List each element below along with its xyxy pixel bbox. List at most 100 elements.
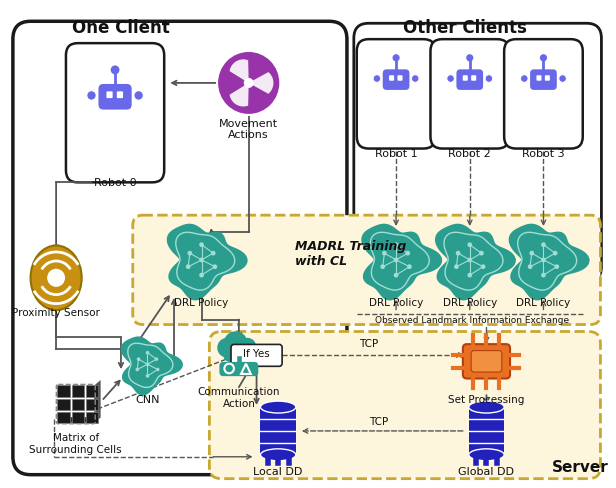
Circle shape [485,75,493,82]
FancyArrowPatch shape [103,381,120,399]
Text: Observed Landmark Information Exchange: Observed Landmark Information Exchange [375,316,569,325]
Circle shape [411,75,419,82]
Ellipse shape [31,245,82,310]
FancyArrowPatch shape [239,359,256,387]
Circle shape [244,78,254,88]
Circle shape [199,243,204,247]
FancyArrowPatch shape [484,395,488,403]
Circle shape [541,243,546,247]
Text: Communication
Action: Communication Action [198,387,280,409]
Circle shape [111,65,120,74]
Circle shape [479,251,484,256]
Circle shape [213,264,217,269]
Circle shape [146,351,149,354]
Text: Matrix of
Surrounding Cells: Matrix of Surrounding Cells [30,433,122,454]
Circle shape [394,258,399,262]
FancyArrowPatch shape [54,183,59,250]
FancyBboxPatch shape [545,75,550,81]
FancyBboxPatch shape [357,39,436,148]
FancyBboxPatch shape [529,69,557,91]
Polygon shape [230,60,249,83]
Text: Proximity Sensor: Proximity Sensor [12,307,100,318]
Circle shape [156,367,160,371]
Polygon shape [509,224,589,300]
Circle shape [468,273,472,278]
Bar [71,386,84,397]
Text: DRL Policy: DRL Policy [369,298,423,308]
FancyArrowPatch shape [119,338,123,367]
Text: Global DD: Global DD [458,467,514,477]
FancyArrowPatch shape [468,216,472,224]
FancyBboxPatch shape [463,75,468,81]
FancyBboxPatch shape [354,23,601,282]
Bar [57,412,70,423]
FancyArrowPatch shape [209,230,214,235]
Circle shape [199,258,204,262]
Circle shape [407,264,411,269]
FancyBboxPatch shape [231,345,282,366]
FancyArrowPatch shape [541,216,546,224]
Polygon shape [230,83,249,106]
FancyBboxPatch shape [463,344,510,379]
Circle shape [199,273,204,278]
Text: Local DD: Local DD [253,467,303,477]
Circle shape [373,75,381,82]
Circle shape [405,251,410,256]
FancyBboxPatch shape [219,362,258,376]
Circle shape [553,251,557,256]
Bar [86,386,99,397]
FancyBboxPatch shape [537,75,541,81]
FancyArrowPatch shape [394,216,399,224]
Polygon shape [362,224,441,300]
FancyBboxPatch shape [456,69,484,91]
FancyBboxPatch shape [471,350,502,372]
Circle shape [394,243,399,247]
Polygon shape [94,380,100,423]
FancyBboxPatch shape [397,75,402,81]
Circle shape [554,264,559,269]
Circle shape [541,258,546,262]
Ellipse shape [469,401,504,413]
Circle shape [217,51,280,115]
Circle shape [541,273,546,278]
FancyBboxPatch shape [66,43,164,183]
FancyBboxPatch shape [431,39,509,148]
Text: DRL Policy: DRL Policy [174,298,229,308]
FancyBboxPatch shape [382,69,410,91]
FancyBboxPatch shape [13,21,347,475]
Circle shape [529,251,534,256]
FancyArrowPatch shape [394,301,399,309]
Polygon shape [249,72,274,94]
Circle shape [237,346,252,362]
Circle shape [187,251,192,256]
Bar [71,412,84,423]
Circle shape [382,251,387,256]
Circle shape [146,374,149,378]
Text: Robot 2: Robot 2 [448,148,491,159]
Ellipse shape [261,449,296,461]
Text: If Yes: If Yes [243,349,270,359]
Circle shape [468,258,472,262]
Text: Other Clients: Other Clients [403,20,527,37]
Text: Robot 3: Robot 3 [522,148,565,159]
Circle shape [454,264,459,269]
Polygon shape [436,224,515,300]
Circle shape [528,264,532,269]
Circle shape [223,346,240,363]
FancyBboxPatch shape [209,331,601,479]
Circle shape [559,75,567,82]
FancyArrowPatch shape [237,320,241,337]
Circle shape [239,338,256,355]
Circle shape [134,91,144,100]
Ellipse shape [469,449,504,461]
Polygon shape [121,337,182,395]
Circle shape [521,75,528,82]
Bar [86,412,99,423]
Circle shape [540,54,547,61]
Text: DRL Policy: DRL Policy [443,298,497,308]
Circle shape [136,367,139,371]
Circle shape [392,54,400,61]
Text: Robot 1: Robot 1 [375,148,418,159]
Circle shape [394,273,399,278]
Circle shape [224,331,248,355]
